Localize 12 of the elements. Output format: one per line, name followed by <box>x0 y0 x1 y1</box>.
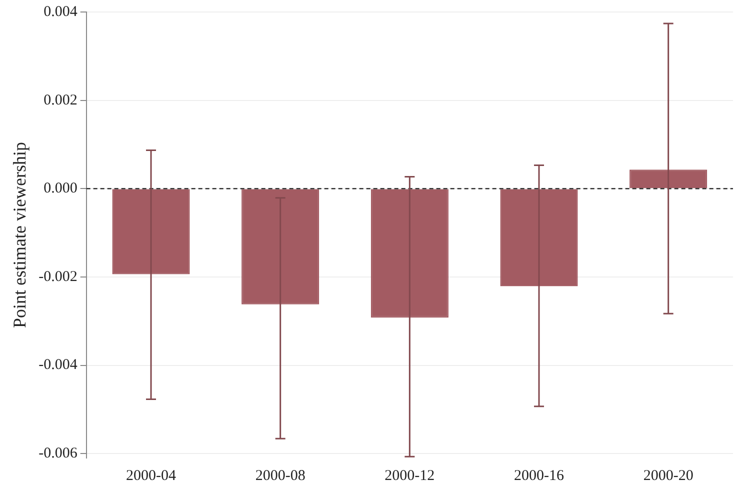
y-tick-label: -0.006 <box>38 446 78 462</box>
x-tick-label: 2000-16 <box>514 468 564 484</box>
y-tick-label: -0.004 <box>38 357 78 374</box>
x-tick-label: 2000-04 <box>126 468 177 484</box>
x-tick-label: 2000-12 <box>384 468 435 484</box>
y-tick-label: 0.002 <box>44 92 78 108</box>
y-tick-label: 0.000 <box>44 180 78 197</box>
y-tick-label: 0.004 <box>44 4 78 20</box>
y-tick-label: -0.002 <box>38 268 78 285</box>
x-tick-label: 2000-20 <box>643 468 694 484</box>
x-tick-label: 2000-08 <box>255 468 306 484</box>
y-axis-title: Point estimate viewership <box>10 142 30 328</box>
